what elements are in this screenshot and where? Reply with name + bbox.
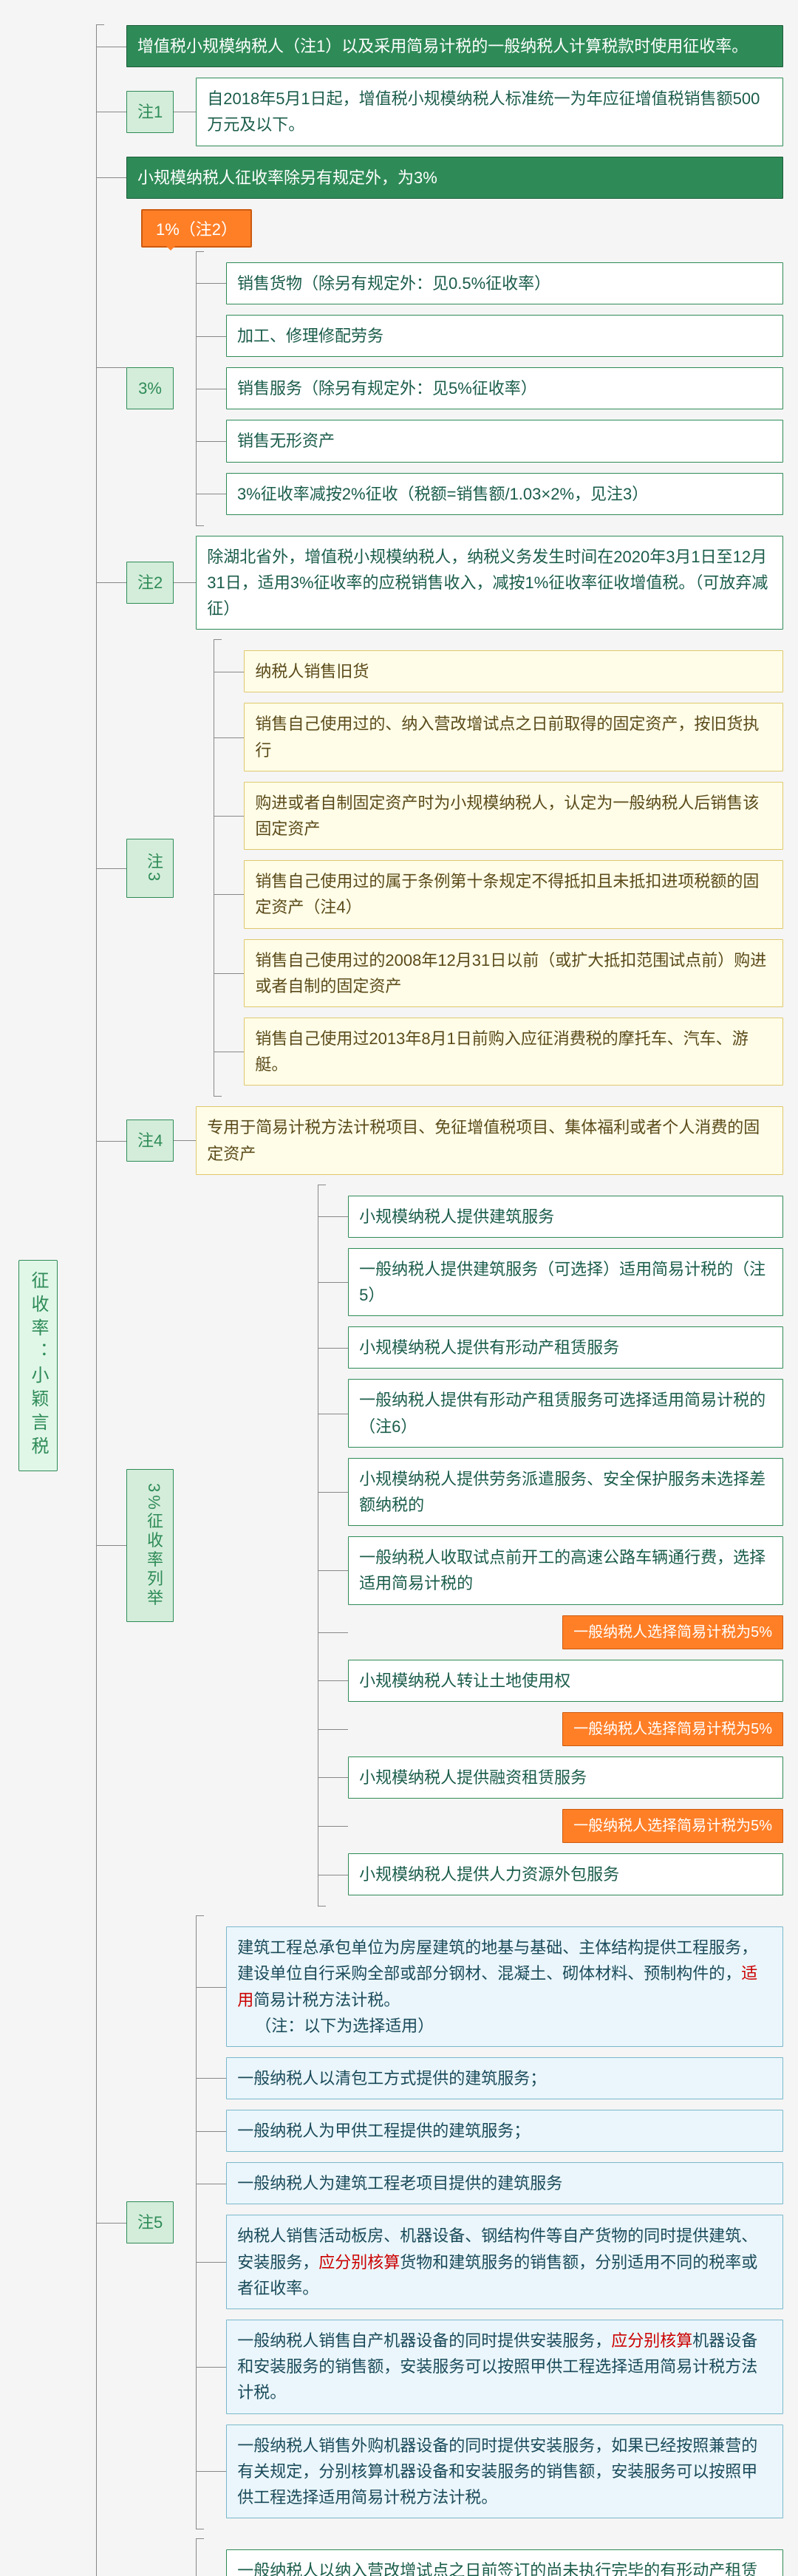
note3-label: 注3 — [126, 839, 174, 898]
note6-item: 一般纳税人以纳入营改增试点之日前签订的尚未执行完毕的有形动产租赁合同。 — [226, 2549, 783, 2576]
note1-text: 自2018年5月1日起，增值税小规模纳税人标准统一为年应征增值税销售额500万元… — [196, 78, 783, 146]
rate3-node: 1%（注2） 3% 销售货物（除另有规定外：见0.5%征收率） 加工、修理修配劳… — [126, 209, 783, 525]
rate3-item: 销售货物（除另有规定外：见0.5%征收率） — [226, 262, 783, 304]
note2-label: 注2 — [126, 562, 174, 604]
enum3-item: 小规模纳税人转让土地使用权 — [348, 1660, 783, 1702]
note5-node: 注5 建筑工程总承包单位为房屋建筑的地基与基础、主体结构提供工程服务，建设单位自… — [126, 1916, 783, 2529]
small-scale-header-node: 小规模纳税人征收率除另有规定外，为3% — [126, 157, 783, 199]
enum3-item: 小规模纳税人提供建筑服务 — [348, 1196, 783, 1238]
note5-item6: 一般纳税人销售外购机器设备的同时提供安装服务，如果已经按照兼营的有关规定，分别核… — [226, 2425, 783, 2519]
note2-node: 注2 除湖北省外，增值税小规模纳税人，纳税义务发生时间在2020年3月1日至12… — [126, 536, 783, 630]
note3-title: 纳税人销售旧货 — [244, 650, 783, 692]
enum3-node: 3%征收率列举 小规模纳税人提供建筑服务 一般纳税人提供建筑服务（可选择）适用简… — [126, 1185, 783, 1906]
note4-label: 注4 — [126, 1120, 174, 1162]
header-box: 增值税小规模纳税人（注1）以及采用简易计税的一般纳税人计算税款时使用征收率。 — [126, 25, 783, 67]
note1-label: 注1 — [126, 91, 174, 133]
rate3-label: 3% — [126, 367, 174, 409]
enum3-tag: 一般纳税人选择简易计税为5% — [562, 1712, 783, 1746]
note5-head-pre: 建筑工程总承包单位为房屋建筑的地基与基础、主体结构提供工程服务，建设单位自行采购… — [237, 1938, 757, 1983]
enum3-item: 一般纳税人收取试点前开工的高速公路车辆通行费，选择适用简易计税的 — [348, 1536, 783, 1604]
enum3-item: 小规模纳税人提供人力资源外包服务 — [348, 1853, 783, 1895]
root-label: 征收率：小颖言税 — [18, 1260, 58, 1471]
note5-item: 一般纳税人以清包工方式提供的建筑服务； — [226, 2057, 783, 2099]
note5-item5-pre: 一般纳税人销售自产机器设备的同时提供安装服务， — [237, 2331, 611, 2350]
note5-item4-red: 应分别核算 — [318, 2253, 400, 2272]
note3-item: 销售自己使用过的、纳入营改增试点之日前取得的固定资产，按旧货执行 — [244, 703, 783, 771]
rate3-item: 3%征收率减按2%征收（税额=销售额/1.03×2%，见注3） — [226, 473, 783, 515]
enum3-list: 小规模纳税人提供建筑服务 一般纳税人提供建筑服务（可选择）适用简易计税的（注5）… — [318, 1185, 783, 1906]
note5-item4: 纳税人销售活动板房、机器设备、钢结构件等自产货物的同时提供建筑、安装服务，应分别… — [226, 2215, 783, 2309]
note3-item: 销售自己使用过2013年8月1日前购入应征消费税的摩托车、汽车、游艇。 — [244, 1018, 783, 1086]
enum3-item: 一般纳税人提供有形动产租赁服务可选择适用简易计税的（注6） — [348, 1379, 783, 1447]
note3-item: 购进或者自制固定资产时为小规模纳税人，认定为一般纳税人后销售该固定资产 — [244, 782, 783, 850]
enum3-label: 3%征收率列举 — [126, 1469, 174, 1623]
rate3-list: 销售货物（除另有规定外：见0.5%征收率） 加工、修理修配劳务 销售服务（除另有… — [196, 252, 783, 525]
rate3-item: 销售无形资产 — [226, 420, 783, 462]
enum3-item: 小规模纳税人提供有形动产租赁服务 — [348, 1326, 783, 1369]
note3-list: 纳税人销售旧货 销售自己使用过的、纳入营改增试点之日前取得的固定资产，按旧货执行… — [214, 640, 783, 1096]
rate3-item: 销售服务（除另有规定外：见5%征收率） — [226, 367, 783, 409]
note1-node: 注1 自2018年5月1日起，增值税小规模纳税人标准统一为年应征增值税销售额50… — [126, 78, 783, 146]
note5-item5: 一般纳税人销售自产机器设备的同时提供安装服务，应分别核算机器设备和安装服务的销售… — [226, 2320, 783, 2414]
note5-head-post: 简易计税方法计税。 — [253, 1991, 400, 2009]
note5-list: 建筑工程总承包单位为房屋建筑的地基与基础、主体结构提供工程服务，建设单位自行采购… — [196, 1916, 783, 2529]
note2-text: 除湖北省外，增值税小规模纳税人，纳税义务发生时间在2020年3月1日至12月31… — [196, 536, 783, 630]
note4-node: 注4 专用于简易计税方法计税项目、免征增值税项目、集体福利或者个人消费的固定资产 — [126, 1106, 783, 1174]
note5-label: 注5 — [126, 2201, 174, 2243]
enum3-item: 小规模纳税人提供劳务派遣服务、安全保护服务未选择差额纳税的 — [348, 1458, 783, 1526]
note5-subnote: （注：以下为选择适用） — [237, 2013, 772, 2039]
enum3-item: 小规模纳税人提供融资租赁服务 — [348, 1756, 783, 1799]
note6-node: 注6 一般纳税人以纳入营改增试点之日前签订的尚未执行完毕的有形动产租赁合同。 一… — [126, 2539, 783, 2576]
callout-1pct: 1%（注2） — [141, 209, 252, 248]
enum3-tag: 一般纳税人选择简易计税为5% — [562, 1615, 783, 1649]
note5-head: 建筑工程总承包单位为房屋建筑的地基与基础、主体结构提供工程服务，建设单位自行采购… — [226, 1926, 783, 2047]
note5-item: 一般纳税人为建筑工程老项目提供的建筑服务 — [226, 2162, 783, 2204]
note4-text: 专用于简易计税方法计税项目、免征增值税项目、集体福利或者个人消费的固定资产 — [196, 1106, 783, 1174]
header-node: 增值税小规模纳税人（注1）以及采用简易计税的一般纳税人计算税款时使用征收率。 — [126, 25, 783, 67]
note3-item: 销售自己使用过的2008年12月31日以前（或扩大抵扣范围试点前）购进或者自制的… — [244, 939, 783, 1007]
note6-list: 一般纳税人以纳入营改增试点之日前签订的尚未执行完毕的有形动产租赁合同。 一般纳税… — [196, 2539, 783, 2576]
rate3-item: 加工、修理修配劳务 — [226, 315, 783, 357]
enum3-tag: 一般纳税人选择简易计税为5% — [562, 1809, 783, 1843]
enum3-item: 一般纳税人提供建筑服务（可选择）适用简易计税的（注5） — [348, 1248, 783, 1316]
note3-node: 注3 纳税人销售旧货 销售自己使用过的、纳入营改增试点之日前取得的固定资产，按旧… — [126, 640, 783, 1096]
small-scale-header: 小规模纳税人征收率除另有规定外，为3% — [126, 157, 783, 199]
note3-item: 销售自己使用过的属于条例第十条规定不得抵扣且未抵扣进项税额的固定资产（注4） — [244, 860, 783, 928]
note5-item5-red: 应分别核算 — [611, 2331, 692, 2350]
note5-item: 一般纳税人为甲供工程提供的建筑服务； — [226, 2110, 783, 2152]
